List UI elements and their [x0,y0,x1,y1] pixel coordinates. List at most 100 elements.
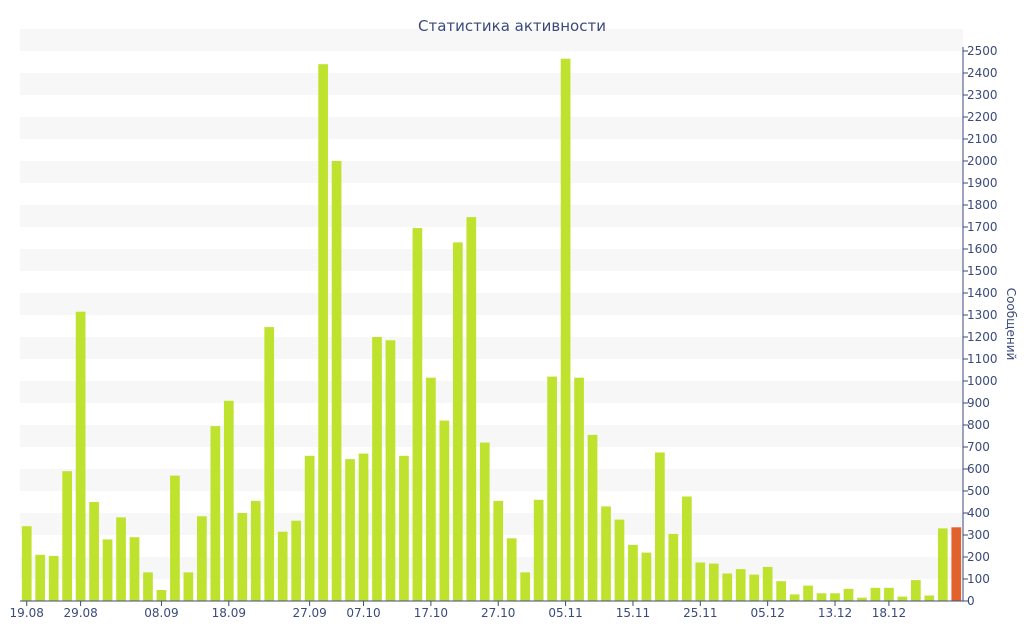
bar [695,562,706,601]
grid-band [20,557,963,579]
bar [749,574,760,601]
bar [75,311,86,601]
x-tick-label: 13.12 [818,606,852,620]
bar [560,58,571,601]
y-axis-label: Сообщений [1004,288,1018,361]
bar [183,572,194,601]
y-tick-label: 1200 [967,330,998,344]
grid-band [20,161,963,183]
y-tick-label: 0 [967,594,975,608]
bar [911,580,921,601]
grid-band [20,469,963,491]
bar [547,376,557,601]
y-tick-label: 1500 [967,264,998,278]
grid-bands [20,29,963,579]
y-tick-label: 300 [967,528,990,542]
grid-band [20,205,963,227]
bar [762,566,773,601]
bar [102,539,113,601]
y-tick-label: 2300 [967,88,998,102]
grid-band [20,337,963,359]
bar [385,340,396,601]
bar [816,593,827,601]
y-tick-label: 800 [967,418,990,432]
y-tick-label: 1600 [967,242,998,256]
bar [884,587,894,601]
grid-band [20,513,963,535]
bar [681,496,692,601]
bar [197,516,207,601]
x-tick-label: 27.09 [292,606,326,620]
bar [601,506,611,601]
y-tick-label: 2200 [967,110,998,124]
bar [614,519,625,601]
y-tick-label: 1300 [967,308,998,322]
bar [399,455,409,601]
x-tick-label: 05.11 [548,606,582,620]
bars [21,58,962,601]
bar [21,526,32,601]
y-tick-label: 1000 [967,374,998,388]
bar [210,426,221,601]
bar [143,572,153,601]
y-tick-label: 2100 [967,132,998,146]
bar [668,533,679,601]
bar [116,517,126,601]
y-tick-label: 1800 [967,198,998,212]
bar [708,563,719,601]
bar [520,572,531,601]
bar [358,453,369,601]
bar [250,500,261,601]
bar [789,594,800,601]
x-tick-label: 18.12 [872,606,906,620]
bar [48,555,59,601]
y-tick-label: 400 [967,506,990,520]
bar [237,513,248,601]
y-tick-label: 2000 [967,154,998,168]
x-tick-label: 18.09 [212,606,246,620]
bar [35,554,46,601]
bar [89,502,99,601]
bar [156,590,167,601]
bar [722,573,733,601]
x-tick-label: 05.12 [750,606,784,620]
bar-current [951,527,962,601]
bar [223,400,234,601]
chart-title: Статистика активности [418,17,606,35]
y-tick-label: 2400 [967,66,998,80]
grid-band [20,117,963,139]
bar [345,459,355,601]
x-tick-label: 08.09 [144,606,178,620]
x-tick-label: 07.10 [346,606,380,620]
bar [439,420,450,601]
y-axis: 0 100 200 300 400 500 600 700 800 900 1000 1100 1200… [962,44,998,608]
bar [426,377,436,601]
bar [587,434,598,601]
y-tick-label: 500 [967,484,990,498]
x-tick-label: 27.10 [481,606,515,620]
y-tick-label: 600 [967,462,990,476]
bar [291,520,302,601]
y-tick-label: 2500 [967,44,998,58]
y-tick-label: 1100 [967,352,998,366]
grid-band [20,249,963,271]
bar [776,581,786,601]
bar [506,538,517,601]
y-tick-label: 1700 [967,220,998,234]
bar [277,531,288,601]
bar [170,475,180,601]
y-tick-label: 100 [967,572,990,586]
bar [479,442,490,601]
bar [803,585,813,601]
y-tick-label: 700 [967,440,990,454]
grid-band [20,293,963,315]
bar [870,587,881,601]
x-tick-label: 29.08 [63,606,97,620]
bar [843,588,854,601]
bar [533,499,544,601]
bar [857,597,867,601]
grid-band [20,381,963,403]
bar [937,528,948,601]
x-tick-label: 17.10 [414,606,448,620]
